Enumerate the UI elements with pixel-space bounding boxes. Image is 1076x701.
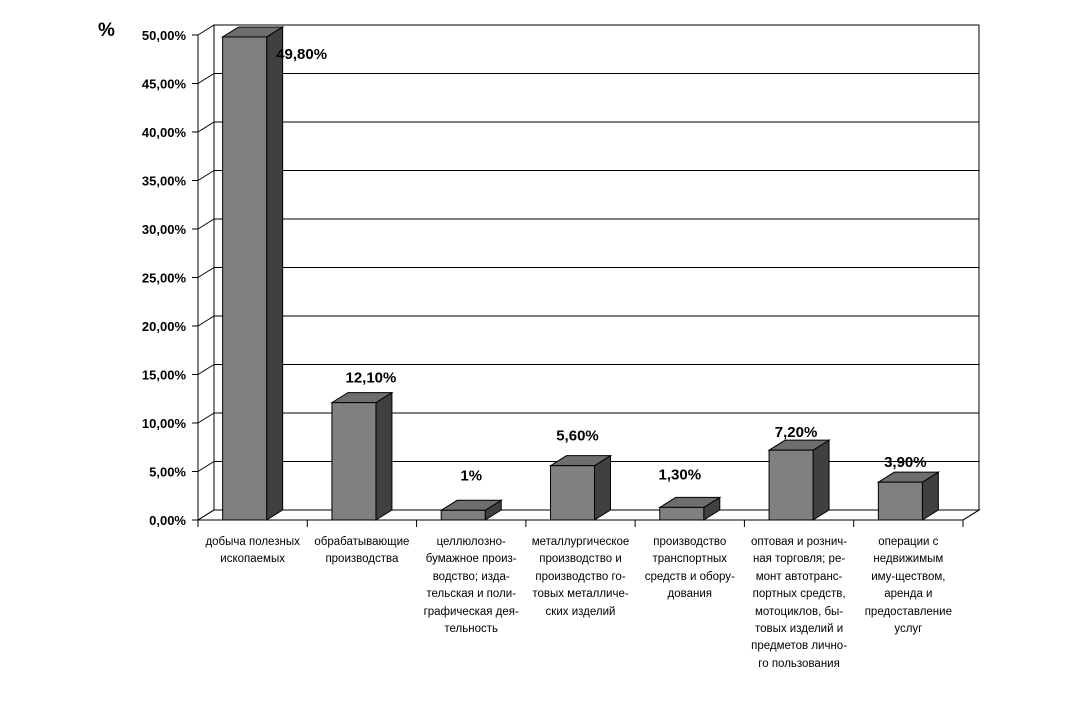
data-label: 1,30% [659,466,702,483]
bar-front [768,449,814,521]
axes [192,34,980,527]
gridline-side [197,315,215,327]
gridline-side [197,461,215,472]
gridline-side [197,170,215,181]
bar [439,499,503,521]
bars [220,26,941,521]
y-tick-label: 20,00% [142,319,187,334]
bar [767,439,831,521]
x-axis-edge [962,509,980,521]
bar-front [659,506,705,521]
gridline-side [197,412,215,424]
y-tick-label: 15,00% [142,368,187,383]
category-label: металлургическое производство и производ… [531,536,630,618]
data-label: 7,20% [775,424,818,441]
y-tick-labels: 0,00% 5,00% 10,00% 15,00% 20,00% 25,00% 30,00%… [142,28,187,528]
bar-front [877,481,923,521]
y-tick-label: 10,00% [142,416,187,431]
bar-front [440,509,486,521]
gridline-side [197,73,215,84]
bar [658,496,722,521]
y-tick-label: 0,00% [149,513,186,528]
category-label: производство транспортных средств и обор… [644,536,735,601]
category-label: добыча полезных ископаемых [205,536,300,566]
category-label: целлюлозно- бумажное произ- водство; изд… [423,536,519,636]
y-tick-label: 30,00% [142,222,187,237]
gridline-side [197,267,215,278]
data-label: 3,90% [884,454,927,471]
data-label: 5,60% [556,428,599,445]
gridline-side [197,24,215,36]
y-tick-label: 35,00% [142,174,187,189]
bar-side [594,454,611,521]
bar [330,391,394,521]
bar-side [812,439,830,521]
data-label: 49,80% [276,46,327,63]
gridline-side [197,364,215,375]
bar-front [550,465,595,521]
data-labels: 49,80% 12,10% 1% 5,60% 1,30% 7,20% 3,90% [276,46,926,484]
y-tick-label: 45,00% [142,77,187,92]
data-label: 12,10% [345,370,396,387]
bar-side [375,391,393,521]
gridline-side [197,509,215,521]
bar-side [266,26,284,521]
category-label: оптовая и рознич- ная торговля; ре- монт… [751,536,848,670]
bar [876,471,941,521]
y-axis-label: % [98,20,115,41]
y-tick-label: 5,00% [149,465,186,480]
data-label: 1% [460,467,482,484]
category-label: операции с недвижимым иму-ществом, аренд… [864,536,952,636]
bar [220,26,285,521]
gridlines [197,24,979,521]
bar-front [331,402,377,521]
bar-front [222,36,268,521]
y-tick-label: 40,00% [142,125,187,140]
chart-walls [196,24,981,521]
category-label: обрабатывающие производства [314,536,410,566]
y-tick-label: 25,00% [142,271,187,286]
gridline-side [197,121,215,133]
bar [548,454,613,521]
gridline-side [197,218,215,230]
y-tick-label: 50,00% [142,28,187,43]
